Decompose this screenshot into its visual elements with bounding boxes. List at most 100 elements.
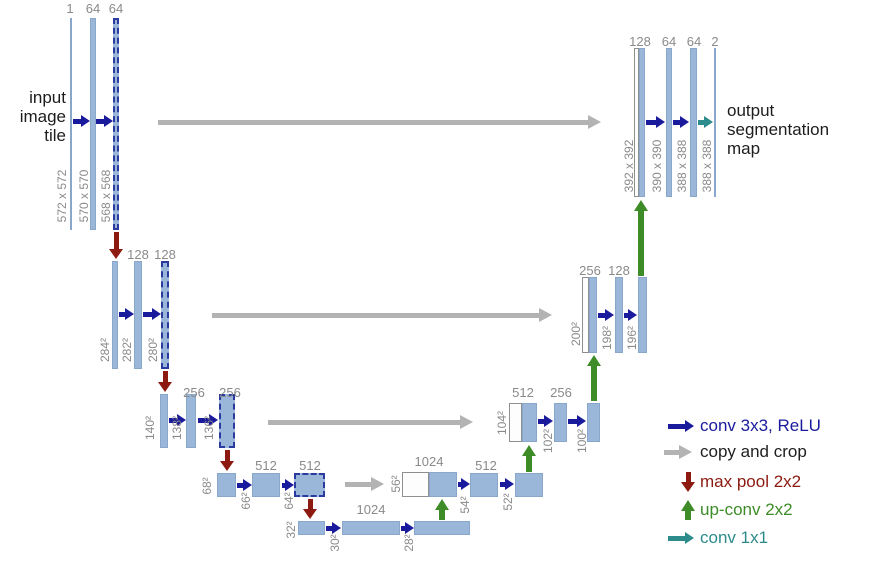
spatial-size-label: 54² — [458, 496, 472, 514]
arrow-shaft — [500, 481, 506, 487]
legend-row-conv1x1: conv 1x1 — [664, 524, 768, 552]
legend-label-conv3x3: conv 3x3, ReLU — [700, 416, 821, 435]
dec2-conv1-feature-map — [615, 277, 623, 353]
arrow-shaft — [326, 525, 333, 531]
arrow-head — [634, 200, 648, 211]
channel-count-label: 1 — [66, 1, 74, 16]
channel-count-label: 128 — [154, 247, 176, 262]
spatial-size-label: 568 x 568 — [99, 169, 113, 223]
copy-arrow — [212, 308, 552, 322]
arrow-shaft — [591, 365, 597, 401]
dec2-conv2-feature-map — [638, 277, 647, 353]
arrow-head — [681, 482, 695, 492]
dec3-copy-feature-map — [509, 403, 522, 442]
legend-label-up-conv: up-conv 2x2 — [700, 500, 793, 519]
arrow-head — [158, 382, 172, 392]
spatial-size-label: 68² — [200, 477, 214, 495]
dec3-conv1-feature-map — [554, 403, 567, 442]
arrow-shaft — [638, 210, 644, 276]
arrow-head — [104, 115, 113, 127]
arrow-head — [209, 414, 218, 426]
arrow-shaft — [673, 119, 681, 125]
arrow-shaft — [439, 509, 445, 520]
arrow-shaft — [526, 455, 532, 472]
channel-count-label: 512 — [255, 458, 277, 473]
enc1-conv1-feature-map — [90, 18, 96, 230]
upconv-arrow — [634, 200, 648, 276]
channel-count-label: 64 — [85, 1, 101, 16]
output-label-line-2: segmentation — [727, 120, 830, 139]
spatial-size-label: 64² — [282, 492, 296, 510]
dec3-conv2-feature-map — [587, 403, 600, 442]
legend-label-max-pool: max pool 2x2 — [700, 472, 802, 491]
conv-arrow — [282, 479, 294, 491]
arrow-head — [285, 479, 294, 491]
arrow-head — [544, 415, 553, 427]
dec1-up-feature-map — [639, 48, 645, 197]
arrow-shaft — [646, 119, 657, 125]
conv-arrow — [169, 414, 186, 426]
conv-arrow — [237, 479, 252, 491]
legend-row-up-conv: up-conv 2x2 — [664, 496, 793, 524]
spatial-size-label: 100² — [575, 428, 589, 454]
arrow-head — [685, 532, 694, 544]
spatial-size-label: 390 x 390 — [650, 139, 664, 193]
arrow-shaft — [624, 312, 629, 318]
arrow-shaft — [307, 499, 313, 510]
arrow-shaft — [113, 232, 119, 250]
pool-arrow — [220, 450, 234, 471]
spatial-size-label: 104² — [495, 410, 509, 436]
enc3-conv2-feature-map — [219, 394, 235, 448]
arrow-head — [505, 478, 514, 490]
spatial-size-label: 52² — [501, 493, 515, 511]
enc2-conv2-feature-map — [161, 261, 169, 369]
arrow-head — [152, 308, 161, 320]
spatial-size-label: 196² — [625, 325, 639, 351]
conv1x1-arrow — [698, 116, 713, 128]
conv-arrow — [198, 414, 218, 426]
conv-arrow — [568, 415, 586, 427]
conv-arrow — [646, 116, 665, 128]
arrow-head — [243, 479, 252, 491]
conv1x1-arrow-icon — [664, 524, 696, 552]
input-image-tile-label: input image tile — [8, 88, 66, 145]
arrow-head — [539, 308, 552, 322]
arrow-head — [332, 522, 341, 534]
spatial-size-label: 392 x 392 — [622, 139, 636, 193]
output-label-line-1: output — [727, 101, 775, 120]
arrow-head — [435, 499, 449, 510]
output-segmentation-map-label: output segmentation map — [727, 101, 877, 158]
arrow-shaft — [668, 535, 686, 541]
spatial-size-label: 570 x 570 — [77, 169, 91, 223]
conv-arrow — [326, 522, 341, 534]
dec4-copy-feature-map — [402, 472, 429, 497]
spatial-size-label: 32² — [284, 521, 298, 539]
bottleneck-conv1-feature-map — [342, 521, 400, 535]
spatial-size-label: 572 x 572 — [55, 169, 69, 223]
channel-count-label: 256 — [550, 385, 572, 400]
arrow-head — [371, 477, 384, 491]
arrow-head — [685, 420, 694, 432]
arrow-head — [220, 461, 234, 471]
arrow-head — [680, 116, 689, 128]
legend-row-copy-crop: copy and crop — [664, 438, 807, 466]
channel-count-label: 256 — [579, 263, 601, 278]
pool-arrow — [109, 232, 123, 259]
legend-label-conv1x1: conv 1x1 — [700, 528, 769, 547]
spatial-size-label: 102² — [541, 428, 555, 454]
legend-row-max-pool: max pool 2x2 — [664, 468, 801, 496]
upconv-arrow — [435, 499, 449, 520]
arrow-head — [109, 249, 123, 259]
arrow-shaft — [401, 525, 406, 531]
dec3-up-feature-map — [522, 403, 537, 442]
arrow-shaft — [668, 423, 686, 429]
conv-arrow — [673, 116, 689, 128]
arrow-head — [704, 116, 713, 128]
dec1-copy-feature-map — [634, 48, 639, 197]
conv-arrow — [401, 522, 414, 534]
max-pool-arrow-icon — [664, 468, 696, 496]
bottleneck-in-feature-map — [298, 521, 325, 535]
arrow-shaft — [685, 510, 691, 520]
arrow-head — [81, 115, 90, 127]
